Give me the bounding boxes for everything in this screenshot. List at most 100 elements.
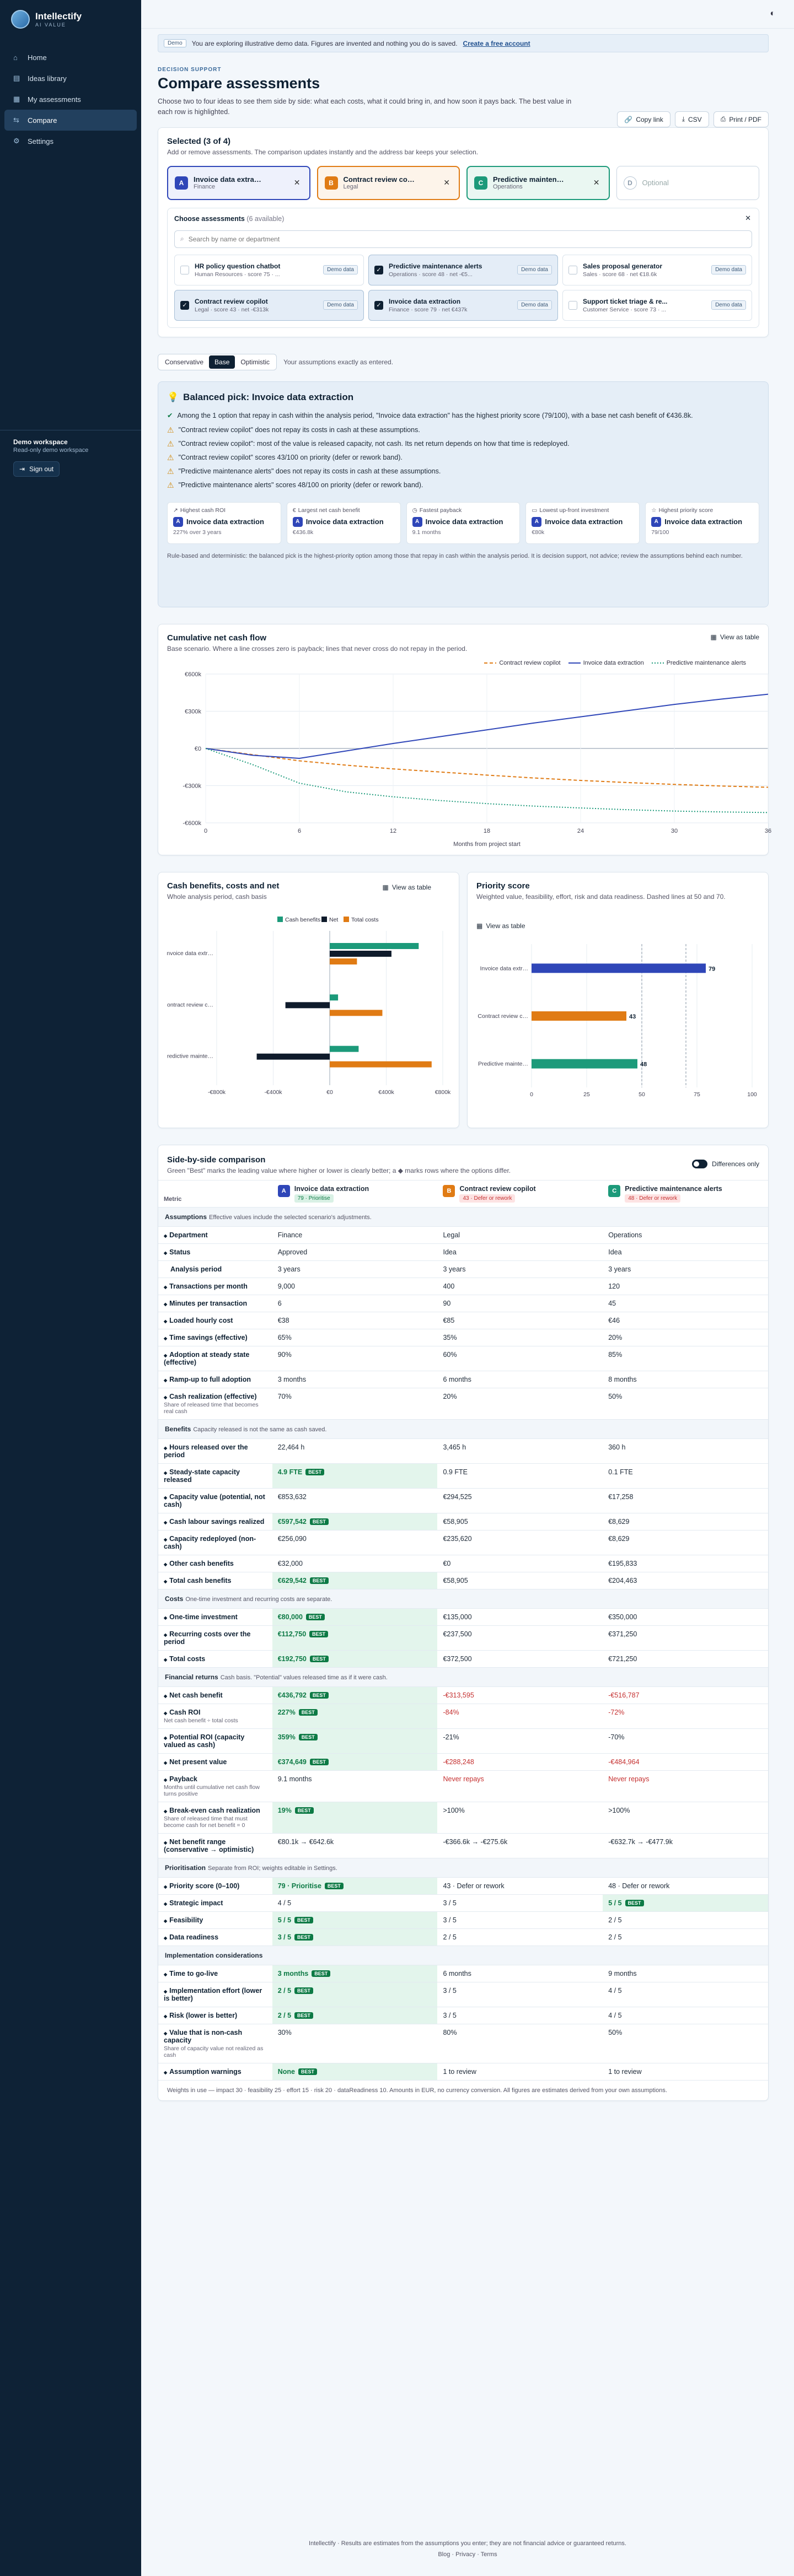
search-input[interactable] xyxy=(188,235,519,243)
selected-chip[interactable]: C Predictive maintenance alertsOperations… xyxy=(466,165,610,200)
differences-label: Differences only xyxy=(712,1160,759,1168)
create-account-link[interactable]: Create a free account xyxy=(463,39,530,47)
metric-note: Months until cumulative net cash flow tu… xyxy=(164,1783,260,1797)
value-cell: 35% xyxy=(437,1328,603,1346)
x-tick-label: 24 xyxy=(577,828,584,834)
value-cell: 3 / 5 xyxy=(437,2006,603,2024)
sidebar-item-home[interactable]: ⌂ Home xyxy=(0,47,141,68)
chip-department: Legal xyxy=(343,184,358,190)
csv-button[interactable]: ⤓ CSV xyxy=(674,111,709,127)
group-note: Capacity released is not the same as cas… xyxy=(193,1426,327,1433)
metric-cell: ◆ Cash ROI Net cash benefit ÷ total costs xyxy=(158,1703,272,1728)
option-checkbox[interactable]: ✓ xyxy=(374,265,383,274)
bar-value-label: 79 xyxy=(709,966,715,972)
x-tick-label: 6 xyxy=(298,828,301,834)
sidebar-item-my-assessments[interactable]: ▦ My assessments xyxy=(0,89,141,110)
option-checkbox[interactable]: ✓ xyxy=(374,300,383,310)
scenario-base[interactable]: Base xyxy=(209,355,235,369)
metric-label: Loaded hourly cost xyxy=(169,1316,233,1324)
option-checkbox[interactable] xyxy=(568,265,577,274)
value-cell: €38 xyxy=(272,1311,438,1329)
kpi-name: Invoice data extraction xyxy=(305,518,384,526)
assessment-option[interactable]: HR policy question chatbot Human Resource… xyxy=(174,254,364,285)
selected-chip[interactable]: A Invoice data extraction Finance ✕ xyxy=(167,165,310,200)
best-badge: BEST xyxy=(324,1882,344,1889)
cell-value: 90% xyxy=(277,1350,292,1359)
theme-toggle-icon[interactable]: ◐ xyxy=(770,9,775,18)
assessment-option[interactable]: ✓ Invoice data extraction Finance · score … xyxy=(368,289,558,321)
series-line-1 xyxy=(205,693,769,759)
assessment-option[interactable]: ✓ Predictive maintenance alerts Operations… xyxy=(368,254,558,285)
value-cell: 65% xyxy=(272,1328,438,1346)
sign-out-button[interactable]: ⇥ Sign out xyxy=(13,461,60,477)
diff-marker-icon: ◆ xyxy=(164,1918,168,1923)
footer-links[interactable]: Blog · Privacy · Terms xyxy=(438,2551,497,2558)
demo-data-badge: Demo data xyxy=(323,300,358,310)
group-header: Benefits Capacity released is not the sam… xyxy=(158,1419,768,1438)
best-badge: BEST xyxy=(309,1518,329,1525)
option-meta: Legal · score 43 · net -€313k xyxy=(195,306,269,313)
cell-value: 9.1 months xyxy=(277,1775,312,1783)
cell-value: 3 years xyxy=(443,1265,466,1273)
value-cell: €8,629 xyxy=(603,1529,768,1555)
option-checkbox[interactable] xyxy=(568,300,577,310)
empty-slot[interactable]: D Optional xyxy=(616,165,759,200)
value-cell: 400 xyxy=(437,1277,603,1295)
warning-text: "Contract review copilot": most of the v… xyxy=(178,440,570,448)
bar-total-costs xyxy=(330,1061,432,1068)
diff-marker-icon: ◆ xyxy=(164,1657,168,1662)
sidebar-item-compare[interactable]: ⇆ Compare xyxy=(4,110,137,131)
selected-chip[interactable]: B Contract review copilot Legal ✕ xyxy=(316,165,460,200)
diff-marker-icon: ◆ xyxy=(164,1884,168,1889)
warning-text: "Predictive maintenance alerts" scores 4… xyxy=(178,481,423,489)
value-cell: 3 / 5 BEST xyxy=(272,1928,438,1946)
cell-value: -€632.7k → -€477.9k xyxy=(608,1837,673,1846)
diff-marker-icon: ◆ xyxy=(164,1988,168,1994)
print-button[interactable]: ⎙ Print / PDF xyxy=(713,111,769,127)
copy-link-button[interactable]: 🔗 Copy link xyxy=(617,111,670,127)
close-icon[interactable]: ✕ xyxy=(745,213,751,222)
cell-value: 3 / 5 xyxy=(443,1986,457,1995)
kpi-name: Invoice data extraction xyxy=(186,518,264,526)
bar-net xyxy=(256,1053,330,1060)
value-cell: 20% xyxy=(437,1387,603,1419)
cell-value: €58,905 xyxy=(443,1517,468,1526)
cumulative-subtitle: Base scenario. Where a line crosses zero… xyxy=(167,644,468,653)
view-table-button[interactable]: ▦ View as table xyxy=(711,633,760,641)
option-checkbox[interactable] xyxy=(180,265,189,274)
download-icon: ⤓ xyxy=(682,115,685,123)
differences-toggle[interactable]: Differences only xyxy=(692,1159,759,1168)
scenario-conservative[interactable]: Conservative xyxy=(165,358,204,366)
metric-cell: ◆ Feasibility xyxy=(158,1911,272,1928)
brand[interactable]: Intellectify AI VALUE xyxy=(0,0,141,39)
chooser-available: (6 available) xyxy=(246,214,285,223)
sidebar-item-ideas-library[interactable]: ▤ Ideas library xyxy=(0,68,141,89)
cell-value: 6 xyxy=(277,1299,282,1307)
metric-cell: ◆ Break-even cash realization Share of rel… xyxy=(158,1801,272,1833)
warning-text: "Contract review copilot" scores 43/100 … xyxy=(178,454,403,462)
assessment-option[interactable]: Sales proposal generator Sales · score 68… xyxy=(562,254,752,285)
toggle-switch[interactable] xyxy=(692,1159,708,1168)
table-row: ◆ Net cash benefit €436,792 BEST -€313,595 -€… xyxy=(158,1686,768,1704)
assessment-option[interactable]: ✓ Contract review copilot Legal · score 43… xyxy=(174,289,364,321)
cell-value: 3 months xyxy=(277,1969,309,1977)
priority-view-table-button[interactable]: ▦ View as table xyxy=(476,922,525,930)
kpi-label-row: ▭ Lowest up-front investment xyxy=(532,507,634,514)
sidebar-item-settings[interactable]: ⚙ Settings xyxy=(0,131,141,152)
remove-chip-icon[interactable]: ✕ xyxy=(593,178,600,187)
kpi-label: Highest priority score xyxy=(658,506,713,514)
value-cell: €112,750 BEST xyxy=(272,1625,438,1650)
scenario-optimistic[interactable]: Optimistic xyxy=(240,358,270,366)
metric-label: Implementation effort (lower is better) xyxy=(164,1986,262,2002)
option-checkbox[interactable]: ✓ xyxy=(180,300,189,310)
cash-view-table-button[interactable]: ▦ View as table xyxy=(383,883,432,891)
assessment-option[interactable]: Support ticket triage & re... Customer Se… xyxy=(562,289,752,321)
cell-value: -€313,595 xyxy=(443,1691,474,1699)
remove-chip-icon[interactable]: ✕ xyxy=(293,178,301,187)
table-row: ◆ Payback Months until cumulative net cash… xyxy=(158,1770,768,1802)
value-cell: €195,833 xyxy=(603,1554,768,1572)
cell-value: €372,500 xyxy=(443,1655,472,1663)
cell-value: Finance xyxy=(277,1231,303,1239)
cell-value: 30% xyxy=(277,2028,292,2036)
remove-chip-icon[interactable]: ✕ xyxy=(443,178,450,187)
